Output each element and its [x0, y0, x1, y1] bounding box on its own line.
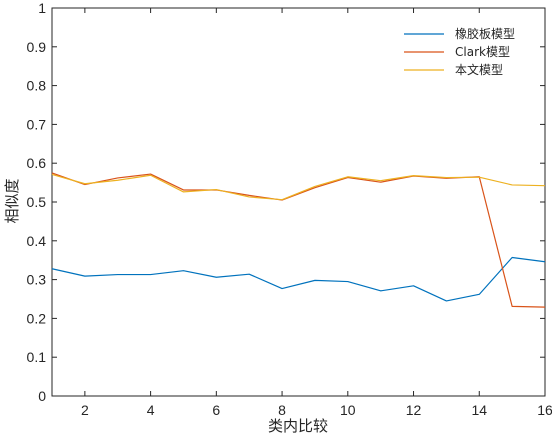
legend-label-2: Clark模型 [455, 45, 510, 59]
y-tick-label-0.4: 0.4 [27, 233, 47, 249]
x-tick-label-14: 14 [471, 402, 487, 418]
x-axis-label: 类内比较 [268, 417, 328, 435]
y-tick-label-0.3: 0.3 [27, 272, 47, 288]
y-tick-label-0.2: 0.2 [27, 310, 47, 326]
series-line-3 [51, 173, 546, 201]
y-tick-label-0.8: 0.8 [27, 78, 47, 94]
y-axis-label: 相似度 [3, 178, 21, 223]
y-tick-label-0.9: 0.9 [27, 39, 47, 55]
x-tick-label-2: 2 [81, 402, 89, 418]
legend-label-3: 本文模型 [455, 62, 503, 77]
y-tick-label-0: 0 [38, 388, 46, 404]
y-tick-label-0.6: 0.6 [27, 155, 47, 171]
y-tick-label-0.5: 0.5 [27, 194, 47, 210]
x-tick-label-6: 6 [212, 402, 220, 418]
x-tick-label-10: 10 [340, 402, 356, 418]
y-tick-label-0.1: 0.1 [27, 349, 47, 365]
legend-label-1: 橡胶板模型 [455, 26, 515, 41]
x-tick-label-12: 12 [406, 402, 422, 418]
x-tick-label-8: 8 [278, 402, 286, 418]
x-tick-label-4: 4 [147, 402, 155, 418]
y-tick-label-0.7: 0.7 [27, 116, 47, 132]
y-tick-label-1: 1 [38, 0, 46, 16]
plot-area [51, 7, 546, 397]
series-line-1 [51, 256, 546, 302]
x-tick-label-16: 16 [537, 402, 552, 418]
